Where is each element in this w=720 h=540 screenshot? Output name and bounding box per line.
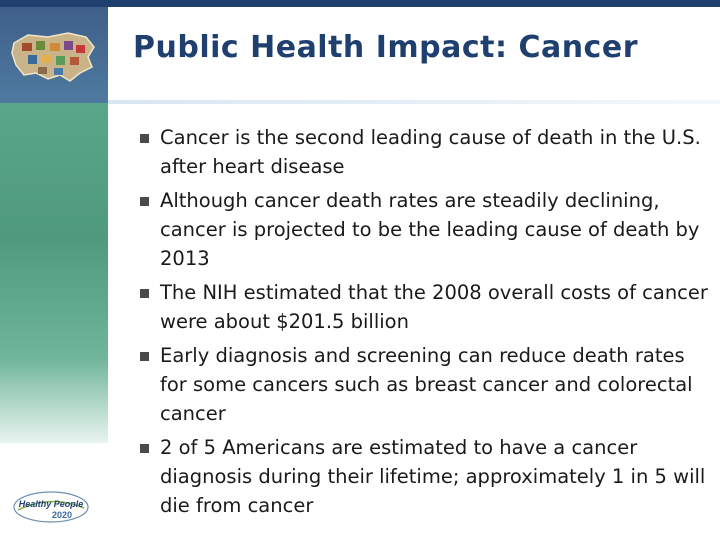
bullet-item: 2 of 5 Americans are estimated to have a… <box>140 433 710 520</box>
bullet-item: Although cancer death rates are steadily… <box>140 186 710 273</box>
bullet-list: Cancer is the second leading cause of de… <box>140 123 710 525</box>
us-map-icon <box>11 32 95 82</box>
bullet-text: Cancer is the second leading cause of de… <box>160 126 701 178</box>
logo-line2: 2020 <box>52 510 72 520</box>
square-bullet-icon <box>140 289 149 298</box>
square-bullet-icon <box>140 444 149 453</box>
teal-accent-band <box>0 103 108 443</box>
us-map-photo-collage <box>0 7 108 103</box>
bullet-text: Early diagnosis and screening can reduce… <box>160 344 693 425</box>
square-bullet-icon <box>140 352 149 361</box>
top-bar <box>0 0 720 7</box>
title-divider <box>108 100 720 104</box>
square-bullet-icon <box>140 134 149 143</box>
bullet-item: Early diagnosis and screening can reduce… <box>140 341 710 428</box>
bullet-item: The NIH estimated that the 2008 overall … <box>140 278 710 336</box>
bullet-text: Although cancer death rates are steadily… <box>160 189 700 270</box>
title-area <box>108 7 720 103</box>
slide-title: Public Health Impact: Cancer <box>133 30 638 65</box>
bullet-text: The NIH estimated that the 2008 overall … <box>160 281 708 333</box>
bullet-item: Cancer is the second leading cause of de… <box>140 123 710 181</box>
square-bullet-icon <box>140 197 149 206</box>
bullet-text: 2 of 5 Americans are estimated to have a… <box>160 436 706 517</box>
logo-line1: Healthy People <box>19 499 84 509</box>
healthy-people-2020-logo: Healthy People 2020 <box>13 491 89 523</box>
